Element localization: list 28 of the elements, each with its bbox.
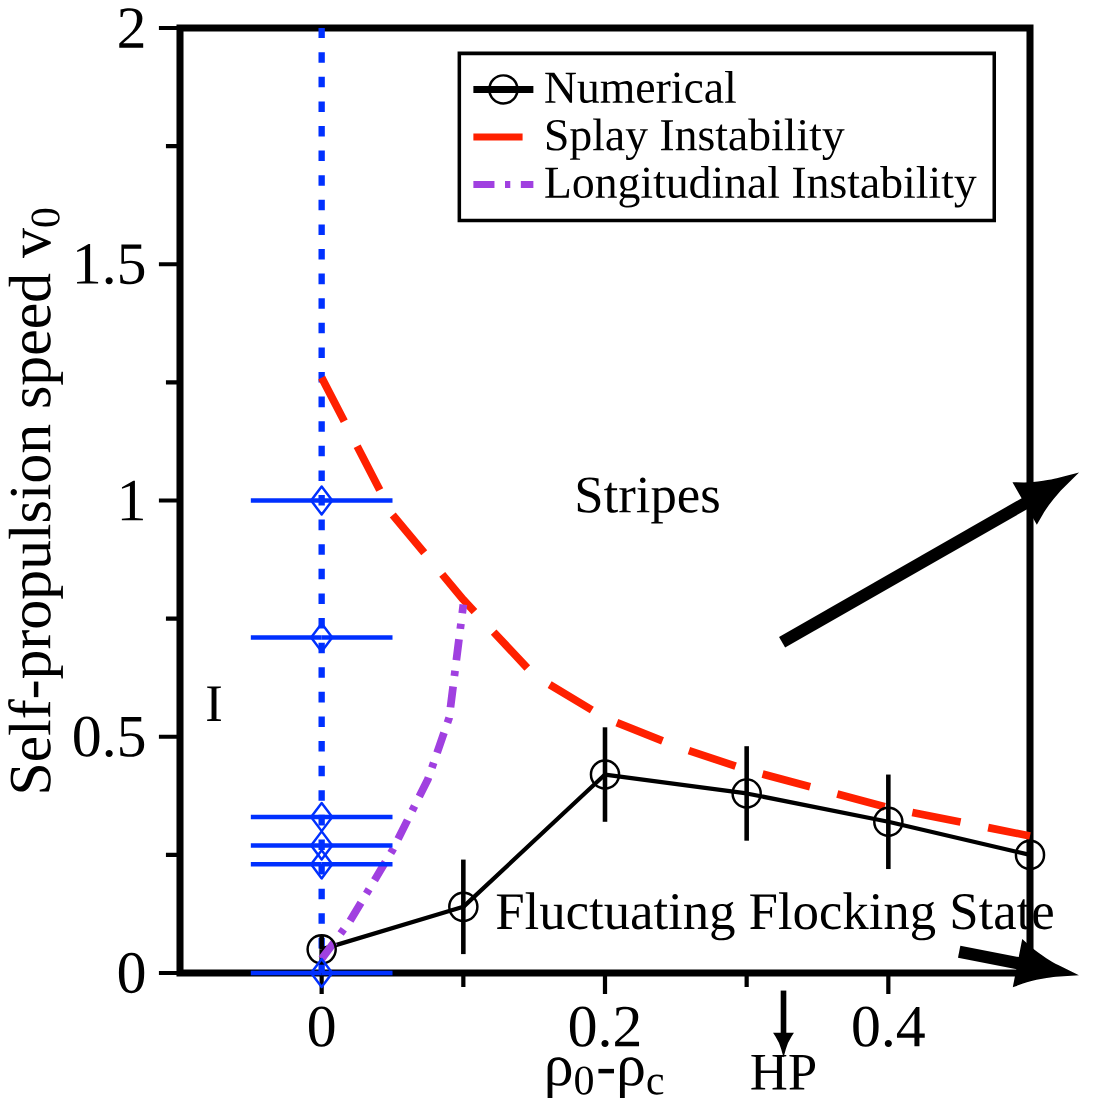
point xyxy=(309,801,334,833)
annotation: Stripes xyxy=(577,477,719,524)
x-tick-label: 0.4 xyxy=(853,1006,925,1048)
point xyxy=(309,957,334,989)
point xyxy=(309,485,334,516)
point xyxy=(309,830,334,861)
legend-label: Longitudinal Instability xyxy=(545,165,977,208)
point xyxy=(1014,839,1046,871)
text: HP xyxy=(751,1054,816,1090)
point xyxy=(309,622,334,653)
legend-label: Splay Instability xyxy=(546,118,845,161)
annotation: I xyxy=(207,686,221,721)
point xyxy=(589,759,621,790)
y-tick-label: 2 xyxy=(119,8,144,48)
y-tick-label: 1 xyxy=(121,480,143,521)
x-axis-title: ρ$_{0}$-ρ$_{c}$ xyxy=(547,1057,664,1098)
y-tick-label: 0 xyxy=(118,952,145,994)
point xyxy=(306,934,337,965)
x-tick-label: 0.2 xyxy=(569,1006,640,1048)
point xyxy=(448,891,479,923)
x-tick-label: 0 xyxy=(308,1006,335,1047)
legend-label: Numerical xyxy=(545,70,736,104)
y-axis-title: Self-propulsion speed v$_{0}$ xyxy=(8,208,63,792)
point xyxy=(309,849,334,880)
y-tick-label: 1.5 xyxy=(77,244,145,285)
y-tick-label: 0.5 xyxy=(74,716,145,758)
point xyxy=(731,778,762,809)
point xyxy=(873,806,904,838)
